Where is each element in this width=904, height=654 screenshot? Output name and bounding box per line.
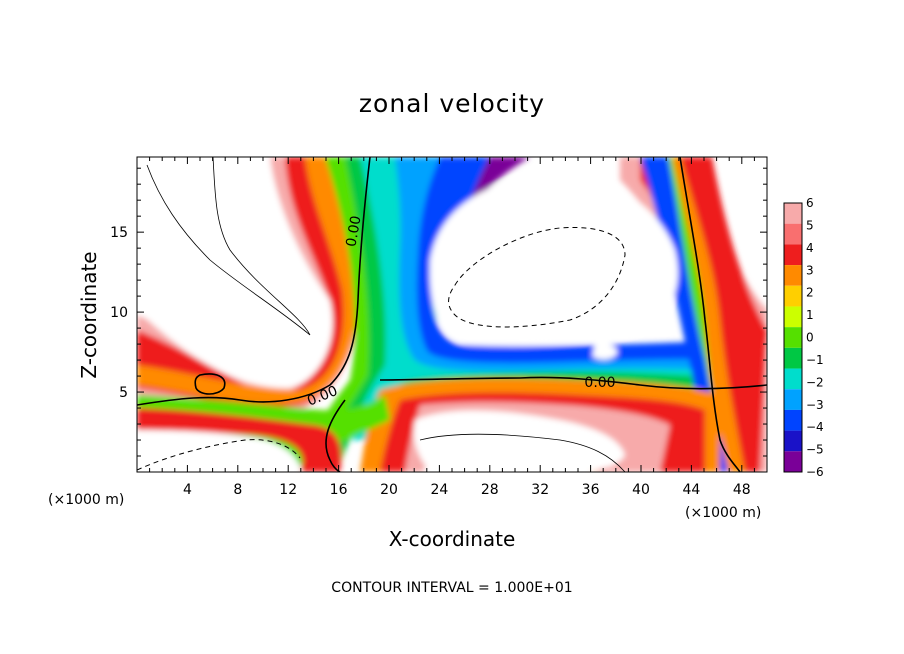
colorbar-tick-label: 5: [806, 218, 814, 232]
x-tick-label: 16: [330, 482, 348, 498]
y-tick-label: 15: [110, 225, 128, 241]
colorbar-swatch: [784, 265, 802, 286]
contour-interval-note: CONTOUR INTERVAL = 1.000E+01: [331, 580, 572, 596]
colorbar-tick-label: 4: [806, 241, 814, 255]
colorbar-swatch: [784, 347, 802, 369]
colorbar-swatch: [784, 368, 802, 390]
colorbar-tick-label: −4: [806, 420, 824, 434]
x-axis: 4 8 12 16 20 24 28 32 36 40 44 48: [149, 157, 755, 498]
x-tick-label: 12: [279, 482, 297, 498]
x-tick-label: 20: [380, 482, 398, 498]
colorbar-swatch: [784, 409, 802, 431]
y-tick-label: 10: [110, 305, 128, 321]
colorbar-tick-label: −6: [806, 465, 824, 479]
colorbar-swatch: [784, 203, 802, 224]
x-tick-label: 36: [582, 482, 600, 498]
y-axis-label: Z-coordinate: [77, 251, 101, 378]
colorbar-swatch: [784, 430, 802, 452]
y-tick-label: 5: [119, 385, 128, 401]
colorbar-swatch: [784, 223, 802, 245]
x-tick-label: 28: [481, 482, 499, 498]
x-tick-label: 24: [430, 482, 448, 498]
colorbar-swatch: [784, 389, 802, 410]
colorbar-tick-label: −1: [806, 353, 824, 367]
chart-title: zonal velocity: [359, 89, 545, 118]
x-unit-left: (×1000 m): [48, 492, 124, 508]
colorbar-tick-label: 3: [806, 263, 814, 277]
colorbar-tick-label: −2: [806, 375, 824, 389]
velocity-field: 0.00 0.00 0.00: [137, 157, 767, 472]
colorbar-tick-label: 0: [806, 331, 814, 345]
x-axis-label: X-coordinate: [389, 527, 516, 551]
colorbar: 6 5 4 3 2 1 0 −1 −2 −3 −4 −5 −6: [783, 196, 824, 479]
contour-label: 0.00: [343, 215, 364, 248]
colorbar-swatch: [784, 327, 802, 348]
x-tick-label: 32: [531, 482, 549, 498]
x-unit-right: (×1000 m): [685, 505, 761, 521]
colorbar-swatch: [784, 244, 802, 266]
colorbar-tick-label: −5: [806, 443, 824, 457]
colorbar-swatch: [784, 306, 802, 328]
x-tick-label: 40: [632, 482, 650, 498]
colorbar-tick-label: 6: [806, 196, 814, 210]
colorbar-tick-label: −3: [806, 398, 824, 412]
colorbar-tick-label: 1: [806, 308, 814, 322]
y-axis: 5 10 15: [110, 167, 767, 457]
contour-label: 0.00: [584, 375, 615, 391]
x-tick-label: 44: [682, 482, 700, 498]
x-tick-label: 48: [733, 482, 751, 498]
colorbar-frame: [783, 202, 803, 473]
x-tick-label: 8: [233, 482, 242, 498]
x-tick-label: 4: [183, 482, 192, 498]
colorbar-tick-label: 2: [806, 286, 814, 300]
colorbar-swatch: [784, 285, 802, 307]
colorbar-swatch: [784, 451, 802, 472]
